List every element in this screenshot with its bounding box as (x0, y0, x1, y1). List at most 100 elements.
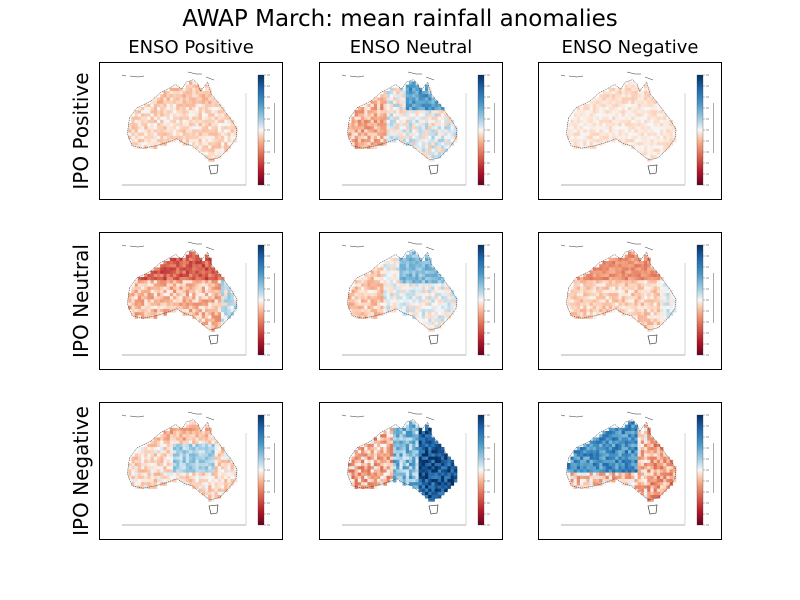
anomaly-cell (389, 437, 394, 441)
anomaly-cell (628, 437, 632, 441)
anomaly-cell (357, 129, 362, 133)
anomaly-cell (615, 113, 619, 117)
anomaly-cell (367, 302, 371, 307)
anomaly-cell (425, 485, 429, 489)
anomaly-cell (437, 155, 442, 159)
anomaly-cell (153, 100, 158, 105)
anomaly-cell (166, 431, 171, 435)
anomaly-cell (221, 119, 225, 124)
anomaly-cell (663, 479, 667, 483)
anomaly-cell (660, 126, 664, 130)
anomaly-cell (192, 427, 196, 432)
anomaly-cell (608, 459, 613, 464)
anomaly-cell (189, 116, 193, 121)
anomaly-cell (592, 479, 597, 483)
anomaly-cell (198, 318, 203, 323)
anomaly-cell (182, 132, 187, 137)
anomaly-cell (599, 456, 603, 461)
anomaly-cell (377, 110, 381, 114)
anomaly-cell (221, 482, 225, 486)
anomaly-cell (618, 87, 622, 92)
anomaly-cell (624, 302, 629, 307)
anomaly-cell (631, 309, 635, 313)
anomaly-cell (230, 302, 235, 307)
anomaly-cell (618, 270, 622, 275)
anomaly-cell (399, 280, 403, 284)
anomaly-cell (157, 277, 161, 281)
anomaly-cell (631, 94, 635, 98)
anomaly-cell (612, 427, 616, 432)
anomaly-cell (373, 459, 378, 464)
anomaly-cell (586, 132, 590, 137)
anomaly-cell (409, 261, 413, 265)
anomaly-cell (157, 129, 161, 133)
anomaly-cell (134, 309, 139, 313)
anomaly-cell (179, 286, 183, 291)
anomaly-cell (205, 485, 209, 489)
anomaly-cell (437, 312, 442, 316)
anomaly-cell (570, 286, 574, 291)
anomaly-cell (373, 100, 378, 105)
anomaly-cell (389, 466, 394, 470)
anomaly-cell (412, 312, 416, 316)
anomaly-cell (211, 158, 215, 162)
anomaly-cell (169, 434, 174, 438)
anomaly-cell (399, 453, 403, 457)
anomaly-cell (656, 293, 661, 297)
anomaly-cell (624, 110, 629, 114)
anomaly-cell (441, 302, 445, 307)
anomaly-cell (399, 305, 403, 310)
anomaly-cell (166, 273, 171, 278)
anomaly-cell (647, 283, 651, 287)
anomaly-cell (364, 283, 368, 287)
anomaly-cell (612, 113, 616, 117)
anomaly-cell (396, 427, 400, 432)
anomaly-cell (631, 424, 635, 429)
anomaly-cell (637, 315, 642, 319)
anomaly-cell (644, 431, 648, 435)
anomaly-cell (656, 305, 661, 310)
anomaly-cell (214, 475, 219, 480)
anomaly-cell (605, 472, 610, 477)
anomaly-cell (576, 123, 581, 127)
anomaly-cell (434, 139, 439, 143)
anomaly-cell (631, 254, 635, 259)
anomaly-cell (182, 142, 187, 146)
anomaly-cell (405, 309, 410, 313)
anomaly-cell (179, 270, 183, 275)
anomaly-cell (195, 479, 199, 483)
anomaly-cell (367, 469, 371, 473)
anomaly-cell (141, 459, 145, 464)
anomaly-cell (653, 119, 658, 124)
anomaly-cell (185, 475, 190, 480)
anomaly-cell (198, 315, 203, 319)
anomaly-cell (370, 142, 375, 146)
anomaly-cell (405, 283, 410, 287)
anomaly-cell (618, 107, 622, 111)
anomaly-cell (631, 81, 635, 85)
anomaly-cell (393, 94, 397, 98)
island-outlines (121, 71, 215, 81)
anomaly-cell (373, 145, 378, 149)
anomaly-cell (428, 475, 432, 480)
anomaly-cell (189, 475, 193, 480)
anomaly-cell (412, 113, 416, 117)
anomaly-cell (428, 472, 432, 477)
anomaly-cell (189, 280, 193, 284)
anomaly-cell (437, 296, 442, 300)
anomaly-cell (634, 123, 638, 127)
colorbar-tick-mark (706, 299, 709, 301)
anomaly-cell (201, 475, 206, 480)
anomaly-cell (437, 280, 442, 284)
anomaly-cell (364, 293, 368, 297)
anomaly-cell (573, 482, 578, 486)
anomaly-cell (412, 280, 416, 284)
anomaly-cell (370, 296, 375, 300)
anomaly-cell (418, 113, 423, 117)
anomaly-cell (653, 456, 658, 461)
anomaly-cell (421, 264, 426, 268)
anomaly-cell (421, 296, 426, 300)
anomaly-cell (434, 155, 439, 159)
anomaly-cell (386, 119, 391, 124)
anomaly-cell (189, 302, 193, 307)
